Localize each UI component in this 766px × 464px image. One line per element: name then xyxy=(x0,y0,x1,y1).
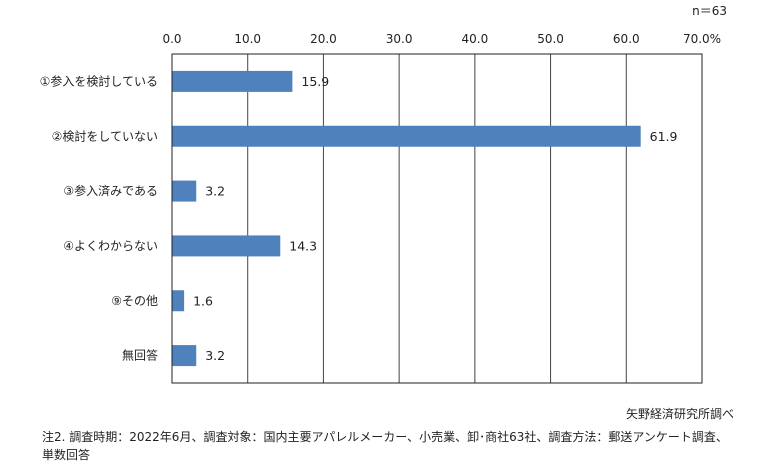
bars xyxy=(172,70,641,367)
x-tick-label: 50.0 xyxy=(537,32,564,46)
x-tick-label: 40.0 xyxy=(461,32,488,46)
data-label: 3.2 xyxy=(205,348,225,363)
data-label: 15.9 xyxy=(301,74,329,89)
x-tick-label: 0.0 xyxy=(162,32,181,46)
category-label: ②検討をしていない xyxy=(52,128,158,143)
survey-note-continued: 単数回答 xyxy=(42,448,91,462)
category-label: 無回答 xyxy=(122,348,158,363)
bar-chart: n＝63 0.0 10.0 20.0 30.0 40.0 50.0 60.0 70.0% ①参… xyxy=(40,4,727,384)
bar xyxy=(172,235,281,257)
bar xyxy=(172,125,641,147)
category-label: ④よくわからない xyxy=(63,239,158,253)
survey-note: 注2. 調査時期：2022年6月、調査対象：国内主要アパレルメーカー、小売業、卸… xyxy=(42,430,728,444)
category-label: ③参入済みである xyxy=(63,183,158,198)
x-tick-label: 70.0% xyxy=(683,32,721,46)
x-tick-label: 20.0 xyxy=(310,32,337,46)
value-labels: 15.9 61.9 3.2 14.3 1.6 3.2 xyxy=(193,74,677,363)
data-label: 14.3 xyxy=(289,238,317,253)
bar xyxy=(172,290,185,312)
gridlines xyxy=(247,54,627,383)
category-label: ⑨その他 xyxy=(111,294,158,308)
sample-size-label: n＝63 xyxy=(692,4,727,18)
category-labels: ①参入を検討している ②検討をしていない ③参入済みである ④よくわからない ⑨その他無… xyxy=(40,73,158,362)
data-label: 1.6 xyxy=(193,293,213,308)
bar xyxy=(172,70,293,92)
source-credit: 矢野経済研究所調べ xyxy=(625,407,734,421)
data-label: 3.2 xyxy=(205,184,225,199)
x-tick-label: 10.0 xyxy=(234,32,261,46)
data-label: 61.9 xyxy=(650,129,678,144)
bar xyxy=(172,345,197,367)
plot-frame xyxy=(171,53,703,384)
bar xyxy=(172,180,197,202)
x-axis-ticks: 0.0 10.0 20.0 30.0 40.0 50.0 60.0 70.0% xyxy=(162,32,721,46)
x-tick-label: 60.0 xyxy=(613,32,640,46)
x-tick-label: 30.0 xyxy=(386,32,413,46)
category-label: ①参入を検討している xyxy=(40,73,158,88)
